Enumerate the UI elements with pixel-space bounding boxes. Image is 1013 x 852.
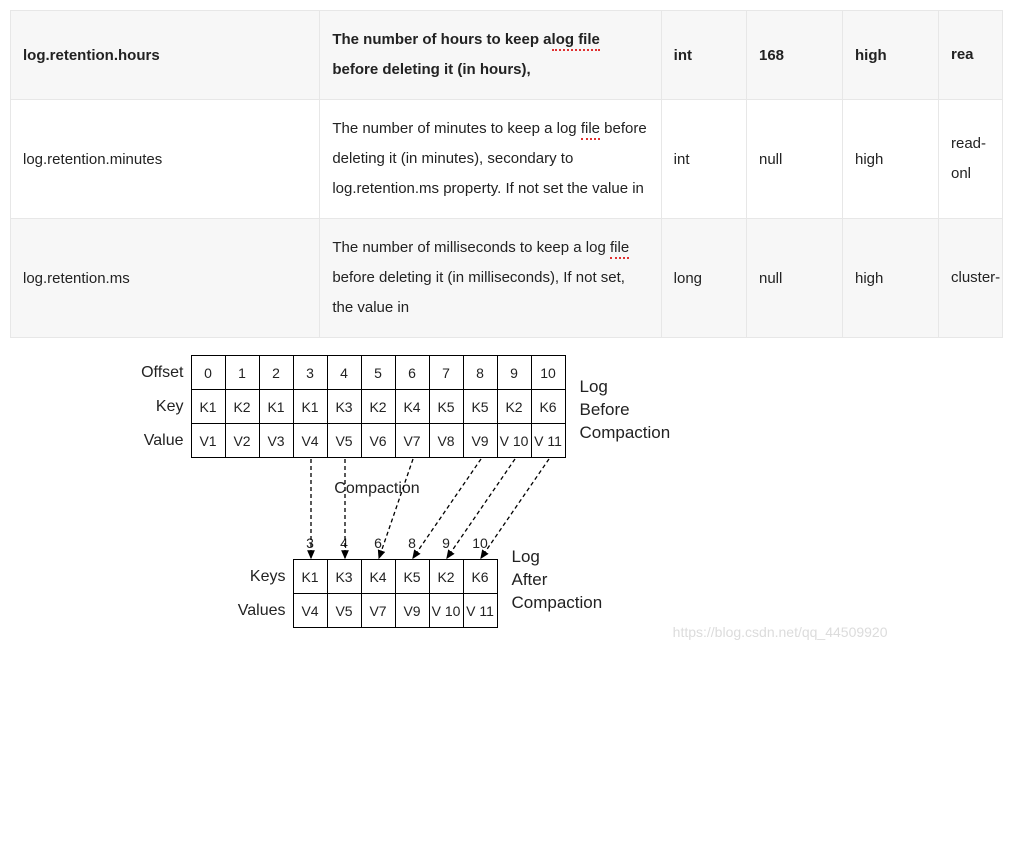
- config-name: log.retention.ms: [11, 219, 320, 338]
- desc-text-underlined: file: [610, 240, 629, 259]
- watermark: https://blog.csdn.net/qq_44509920: [673, 624, 888, 640]
- desc-text: The number of milliseconds to keep a log: [332, 239, 610, 256]
- before-cell: V 10: [497, 423, 532, 458]
- config-default: null: [746, 219, 842, 338]
- desc-text: before deleting it (in milliseconds), If…: [332, 269, 625, 316]
- before-cell: K2: [361, 389, 396, 424]
- config-type: long: [661, 219, 746, 338]
- before-cell: V2: [225, 423, 260, 458]
- before-cell: K5: [463, 389, 498, 424]
- after-cell: 3: [293, 525, 328, 560]
- before-cell: 4: [327, 355, 362, 390]
- config-table: log.retention.hoursThe number of hours t…: [10, 10, 1003, 338]
- after-caption: LogAfterCompaction: [512, 546, 603, 615]
- after-cell: K4: [361, 559, 396, 594]
- before-grid: Offset012345678910KeyK1K2K1K1K3K2K4K5K5K…: [122, 356, 566, 458]
- after-cell: K2: [429, 559, 464, 594]
- before-cell: V8: [429, 423, 464, 458]
- config-name: log.retention.minutes: [11, 100, 320, 219]
- after-cell: 6: [361, 525, 396, 560]
- after-cell: K6: [463, 559, 498, 594]
- before-cell: 7: [429, 355, 464, 390]
- before-cell: 0: [191, 355, 226, 390]
- config-name: log.retention.hours: [11, 11, 320, 100]
- after-row-label: Keys: [122, 560, 294, 594]
- before-cell: 2: [259, 355, 294, 390]
- after-row-label: [122, 526, 294, 560]
- before-cell: 10: [531, 355, 566, 390]
- config-row: log.retention.hoursThe number of hours t…: [11, 11, 1003, 100]
- before-cell: 6: [395, 355, 430, 390]
- after-cell: K5: [395, 559, 430, 594]
- after-cell: 10: [463, 525, 498, 560]
- before-cell: 1: [225, 355, 260, 390]
- desc-text-underlined: file: [581, 121, 600, 140]
- config-extra: rea: [938, 11, 1002, 100]
- before-cell: K1: [191, 389, 226, 424]
- config-importance: high: [842, 11, 938, 100]
- config-extra: cluster-: [938, 219, 1002, 338]
- after-cell: V 10: [429, 593, 464, 628]
- before-cell: 8: [463, 355, 498, 390]
- before-cell: 5: [361, 355, 396, 390]
- config-importance: high: [842, 100, 938, 219]
- desc-text: The number of hours to keep a: [332, 31, 551, 48]
- config-row: log.retention.msThe number of millisecon…: [11, 219, 1003, 338]
- config-default: 168: [746, 11, 842, 100]
- config-type: int: [661, 100, 746, 219]
- after-cell: V4: [293, 593, 328, 628]
- before-cell: V5: [327, 423, 362, 458]
- after-cell: V 11: [463, 593, 498, 628]
- before-cell: K2: [225, 389, 260, 424]
- before-cell: K1: [259, 389, 294, 424]
- after-cell: V9: [395, 593, 430, 628]
- before-cell: V4: [293, 423, 328, 458]
- before-cell: 3: [293, 355, 328, 390]
- after-row-label: Values: [122, 594, 294, 628]
- before-cell: K3: [327, 389, 362, 424]
- compaction-label: Compaction: [334, 480, 419, 498]
- before-caption: LogBeforeCompaction: [580, 376, 671, 445]
- before-cell: V6: [361, 423, 396, 458]
- after-grid: 3468910KeysK1K3K4K5K2K6ValuesV4V5V7V9V 1…: [122, 526, 498, 628]
- after-cell: 9: [429, 525, 464, 560]
- before-cell: K4: [395, 389, 430, 424]
- desc-text-underlined: log file: [552, 32, 600, 51]
- after-cell: K3: [327, 559, 362, 594]
- before-cell: V1: [191, 423, 226, 458]
- config-importance: high: [842, 219, 938, 338]
- before-row-label: Key: [122, 390, 192, 424]
- compaction-diagram: Offset012345678910KeyK1K2K1K1K3K2K4K5K5K…: [122, 356, 892, 638]
- after-cell: K1: [293, 559, 328, 594]
- config-extra: read-onl: [938, 100, 1002, 219]
- before-cell: K5: [429, 389, 464, 424]
- after-cell: 8: [395, 525, 430, 560]
- before-row-label: Offset: [122, 356, 192, 390]
- config-description: The number of milliseconds to keep a log…: [320, 219, 661, 338]
- after-cell: V7: [361, 593, 396, 628]
- config-type: int: [661, 11, 746, 100]
- after-cell: V5: [327, 593, 362, 628]
- config-default: null: [746, 100, 842, 219]
- before-cell: V7: [395, 423, 430, 458]
- config-row: log.retention.minutesThe number of minut…: [11, 100, 1003, 219]
- config-description: The number of hours to keep alog file be…: [320, 11, 661, 100]
- before-cell: K2: [497, 389, 532, 424]
- before-cell: V9: [463, 423, 498, 458]
- desc-text: The number of minutes to keep a log: [332, 120, 580, 137]
- before-cell: V3: [259, 423, 294, 458]
- config-description: The number of minutes to keep a log file…: [320, 100, 661, 219]
- before-cell: 9: [497, 355, 532, 390]
- before-cell: K1: [293, 389, 328, 424]
- desc-text: before deleting it (in hours),: [332, 61, 530, 78]
- before-row-label: Value: [122, 424, 192, 458]
- before-cell: V 11: [531, 423, 566, 458]
- before-cell: K6: [531, 389, 566, 424]
- after-cell: 4: [327, 525, 362, 560]
